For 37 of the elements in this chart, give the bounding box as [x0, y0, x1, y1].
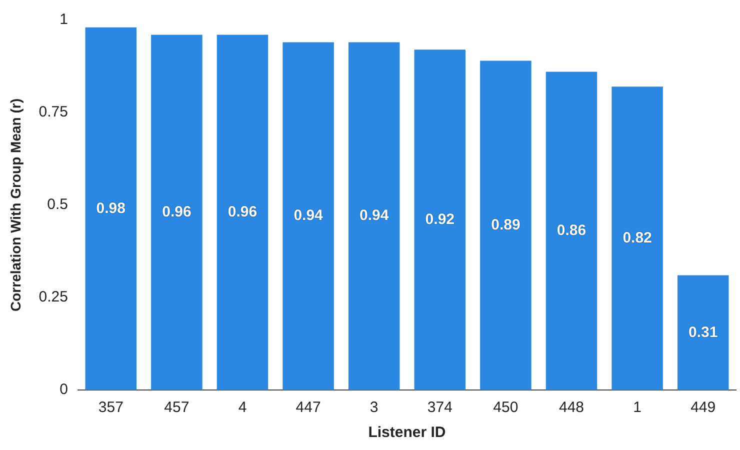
data-label: 0.92	[425, 210, 454, 228]
x-tick-label: 450	[493, 399, 518, 416]
bar	[546, 72, 598, 390]
bar	[216, 34, 268, 390]
data-label: 0.31	[688, 324, 718, 341]
x-tick-label: 1	[633, 399, 642, 416]
data-label: 0.94	[294, 207, 324, 224]
x-tick-label: 447	[296, 399, 321, 416]
bar	[480, 60, 532, 390]
data-label: 0.94	[359, 207, 390, 224]
y-tick-label: 0	[60, 381, 68, 398]
x-tick-label: 374	[427, 399, 452, 416]
y-tick-label: 0.25	[38, 288, 68, 306]
data-label: 0.98	[96, 200, 126, 217]
bar	[612, 86, 663, 390]
x-tick-label: 4	[238, 399, 247, 416]
data-label: 0.96	[228, 204, 258, 221]
x-tick-label: 449	[690, 399, 716, 416]
data-label: 0.82	[622, 229, 652, 246]
x-tick-label: 448	[558, 399, 584, 416]
bar	[85, 27, 137, 390]
bar	[414, 50, 466, 390]
x-tick-label: 357	[98, 399, 124, 416]
bar	[348, 42, 400, 390]
data-label: 0.86	[556, 222, 586, 240]
y-tick-label: 0.75	[38, 104, 68, 121]
x-axis-title: Listener ID	[368, 424, 446, 442]
data-label: 0.96	[162, 204, 192, 221]
bar	[677, 275, 729, 390]
bar	[151, 34, 202, 390]
x-tick-label: 457	[164, 399, 190, 416]
y-tick-label: 0.5	[47, 196, 68, 214]
data-label: 0.89	[491, 216, 520, 234]
y-axis-title: Correlation With Group Mean (r)	[7, 98, 24, 312]
bar	[282, 42, 334, 390]
x-tick-label: 3	[370, 399, 378, 416]
y-tick-label: 1	[60, 11, 68, 28]
